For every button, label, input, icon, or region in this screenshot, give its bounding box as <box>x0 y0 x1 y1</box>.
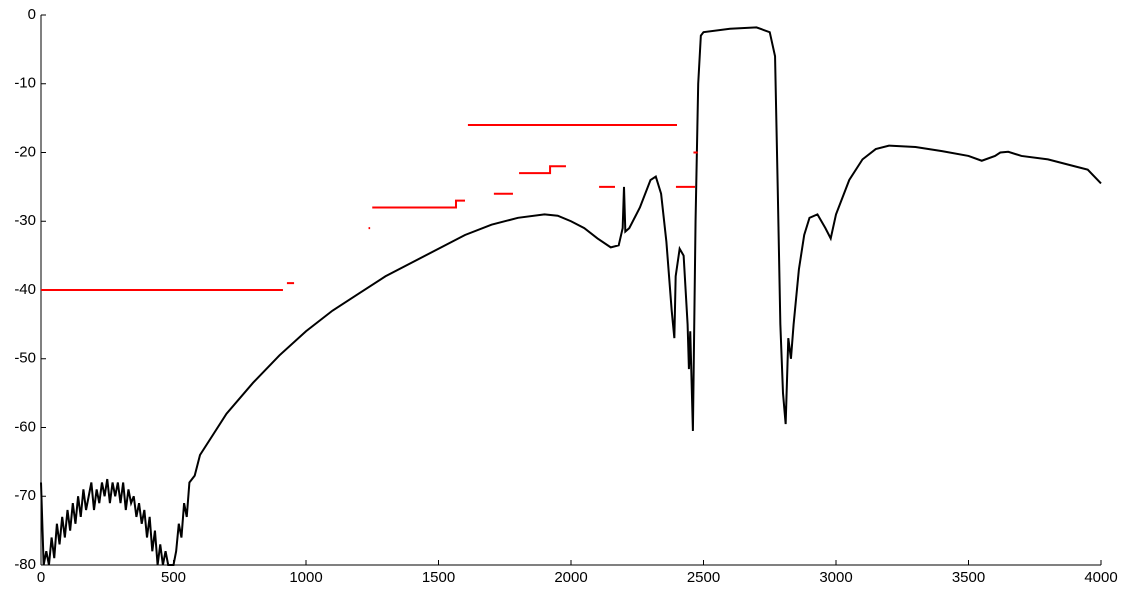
y-tick-label: -30 <box>14 212 36 229</box>
x-tick-label: 4000 <box>1084 569 1117 586</box>
series-line <box>41 124 698 291</box>
series-line <box>40 26 1102 566</box>
y-tick-label: -10 <box>14 75 36 92</box>
y-tick-label: -40 <box>14 281 36 298</box>
x-tick-label: 1500 <box>422 569 455 586</box>
y-tick-label: -60 <box>14 418 36 435</box>
y-tick-label: 0 <box>28 6 36 23</box>
x-tick-label: 2000 <box>554 569 587 586</box>
x-tick-label: 2500 <box>687 569 720 586</box>
y-tick-label: -70 <box>14 487 36 504</box>
x-tick-label: 1000 <box>289 569 322 586</box>
y-tick-label: -80 <box>14 556 36 573</box>
y-tick-label: -50 <box>14 350 36 367</box>
x-tick-label: 3500 <box>952 569 985 586</box>
x-tick-label: 0 <box>37 569 45 586</box>
x-tick-label: 3000 <box>819 569 852 586</box>
y-tick-label: -20 <box>14 143 36 160</box>
x-tick-label: 500 <box>161 569 186 586</box>
